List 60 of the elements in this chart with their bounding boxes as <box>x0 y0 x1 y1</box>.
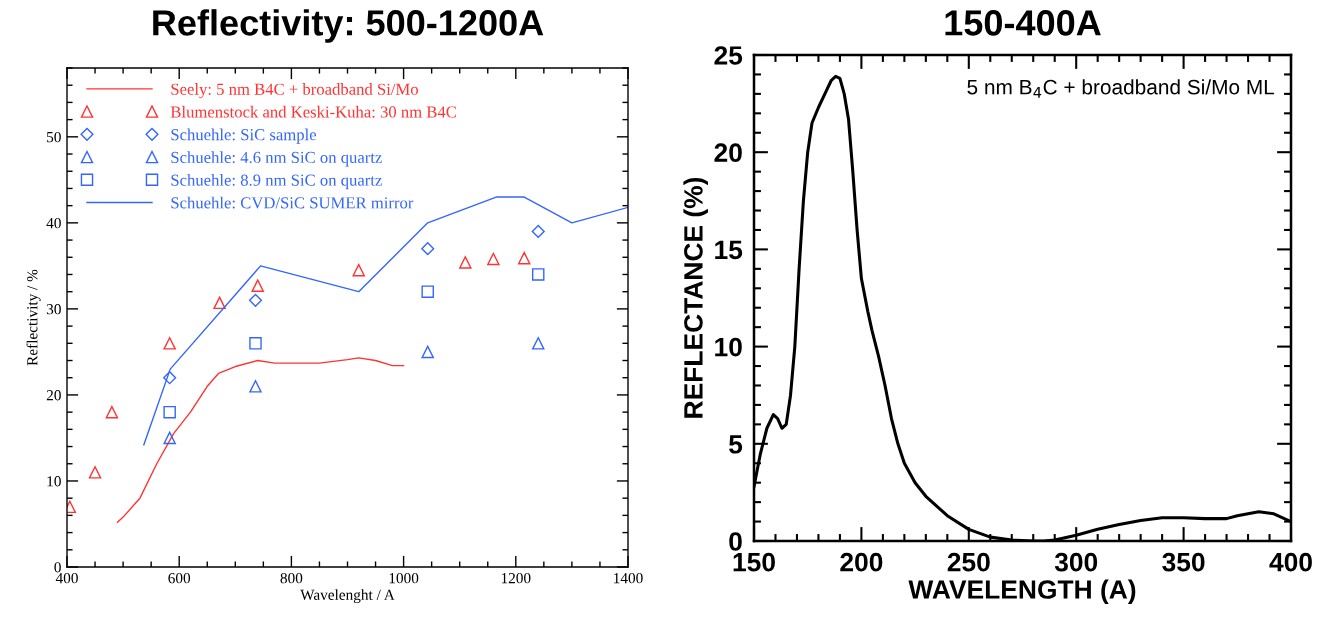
x-axis-title: Wavelenght / A <box>300 589 395 604</box>
x-tick-label: 600 <box>168 573 191 584</box>
point <box>352 263 365 277</box>
line-series <box>116 357 405 523</box>
y-tick-label: 20 <box>714 143 742 163</box>
x-tick-label: 250 <box>947 552 990 572</box>
legend-label: Seely: 5 nm B4C + broadband Si/Mo <box>171 83 418 99</box>
point <box>531 224 545 239</box>
point <box>163 431 176 445</box>
point <box>421 345 434 359</box>
point <box>251 279 264 292</box>
y-tick-label: 50 <box>47 131 61 143</box>
x-tick-label: 1400 <box>614 573 643 584</box>
x-tick-label: 400 <box>55 573 78 584</box>
y-tick-label: 25 <box>714 46 743 65</box>
point <box>249 337 262 350</box>
point <box>531 268 545 281</box>
line-series <box>143 196 628 446</box>
legend-label: Schuehle: CVD/SiC SUMER mirror <box>171 196 414 209</box>
legend-label: Blumenstock and Keski-Kuha: 30 nm B4C <box>170 105 456 118</box>
y-tick-label: 0 <box>54 562 61 573</box>
point <box>105 405 119 419</box>
chart-title: 150-400A <box>945 10 1101 36</box>
point <box>421 242 435 256</box>
y-tick-label: 40 <box>46 218 61 229</box>
legend-label: Schuehle: 4.6 nm SiC on quartz <box>171 151 382 167</box>
point <box>517 251 531 265</box>
y-tick-label: 15 <box>715 240 743 260</box>
y-tick-label: 30 <box>46 304 61 315</box>
x-tick-label: 200 <box>840 552 883 572</box>
x-tick-label: 800 <box>280 573 303 584</box>
point <box>213 296 226 310</box>
y-tick-label: 10 <box>47 476 61 487</box>
point <box>163 337 176 350</box>
x-tick-label: 150 <box>733 552 775 572</box>
x-tick-label: 1000 <box>389 573 419 584</box>
y-axis-title: Reflectivity / % <box>26 269 41 366</box>
x-tick-label: 300 <box>1054 552 1098 572</box>
point <box>163 371 177 385</box>
point <box>531 337 545 350</box>
x-tick-label: 350 <box>1162 552 1205 572</box>
legend-label: Schuehle: 8.9 nm SiC on quartz <box>171 174 382 190</box>
point <box>249 380 262 393</box>
point <box>421 285 434 298</box>
point <box>248 293 263 307</box>
y-tick-label: 0 <box>729 532 742 551</box>
y-tick-label: 20 <box>46 390 61 401</box>
x-tick-label: 1200 <box>501 573 531 584</box>
point <box>88 466 102 479</box>
annotation: 5 nm B$_{4}$C + broadband Si/Mo ML <box>967 79 1275 98</box>
x-tick-label: 400 <box>1269 552 1312 572</box>
point <box>163 405 176 419</box>
legend-label: Schuehle: SiC sample <box>171 128 317 144</box>
y-axis-title: REFLECTANCE (%) <box>683 177 708 418</box>
y-tick-label: 10 <box>715 337 742 357</box>
point <box>459 256 472 269</box>
x-axis-title: WAVELENGTH (A) <box>908 579 1136 605</box>
y-tick-label: 5 <box>729 435 743 454</box>
point <box>487 252 500 266</box>
chart-title: Reflectivity: 500-1200A <box>153 9 544 43</box>
